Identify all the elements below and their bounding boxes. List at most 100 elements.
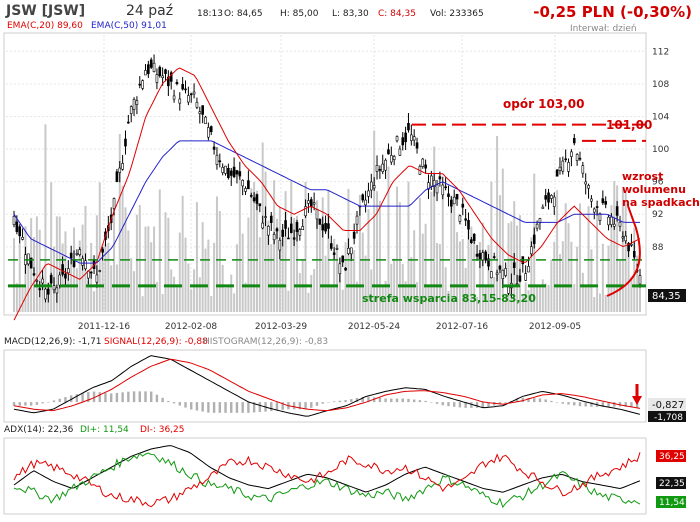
candle-body	[410, 134, 413, 141]
candle-body	[478, 252, 482, 261]
candle-body	[255, 194, 259, 204]
volume-bar	[436, 243, 439, 312]
volume-bar	[275, 218, 278, 312]
candle-body	[312, 202, 316, 205]
volume-bar	[213, 242, 216, 312]
volume-bar	[313, 269, 316, 312]
candle-body	[467, 219, 470, 230]
candle-body	[324, 223, 327, 232]
volume-bar	[610, 205, 613, 312]
macd-histogram-bar	[412, 399, 416, 403]
candle-body	[355, 215, 359, 225]
macd-legend: MACD(12,26,9): -1,71	[4, 337, 102, 347]
macd-histogram-bar	[567, 402, 570, 405]
candle-body	[21, 236, 24, 240]
macd-histogram-bar	[18, 402, 21, 406]
volume-bar	[544, 283, 547, 312]
di-plus-legend: DI+: 11,54	[80, 425, 129, 435]
volume-bar	[621, 188, 624, 312]
macd-histogram-bar	[69, 395, 73, 403]
volume-bar	[564, 203, 567, 312]
volume-bar	[93, 291, 96, 312]
volume-bar	[370, 269, 373, 312]
macd-histogram-bar	[521, 397, 525, 403]
volume-bar	[438, 244, 441, 312]
volume-bar	[330, 286, 333, 312]
macd-histogram-bar	[41, 402, 44, 404]
volume-bar	[190, 289, 193, 312]
macd-histogram-bar	[224, 402, 227, 413]
volume-bar	[493, 276, 496, 312]
candle-body	[490, 271, 493, 279]
candle-body	[198, 111, 202, 114]
macd-histogram-bar	[304, 402, 307, 410]
volume-bar	[138, 204, 141, 312]
volume-bar	[18, 243, 21, 312]
volume-bar	[55, 216, 58, 312]
candle-body	[127, 121, 130, 124]
volume-label: Vol: 233365	[430, 9, 484, 19]
macd-histogram-bar	[161, 397, 164, 403]
macd-histogram-bar	[533, 398, 536, 403]
macd-histogram-bar	[109, 393, 113, 403]
candle-body	[407, 122, 410, 131]
volume-bar	[224, 287, 227, 312]
volume-bar	[324, 255, 327, 312]
volume-bar	[558, 254, 561, 312]
macd-histogram-bar	[601, 402, 605, 408]
volume-bar	[441, 190, 444, 312]
candle-body	[367, 190, 370, 197]
volume-bar	[78, 240, 81, 312]
candle-body	[638, 275, 642, 285]
macd-histogram-bar	[121, 392, 124, 403]
macd-histogram-bar	[618, 402, 622, 407]
macd-histogram-bar	[87, 392, 90, 403]
candle-body	[387, 149, 390, 155]
volume-bar	[255, 190, 258, 312]
volume-bar	[104, 244, 107, 312]
candle-body	[187, 95, 190, 103]
macd-histogram-bar	[127, 391, 130, 403]
volume-bar	[567, 223, 570, 312]
candle-body	[604, 201, 607, 205]
candle-body	[44, 288, 47, 300]
candle-body	[78, 249, 82, 256]
price-panel-border	[3, 32, 647, 316]
candle-body	[232, 166, 236, 178]
volume-bar	[155, 281, 158, 312]
y-tick-label: 100	[652, 145, 669, 155]
volume-bar	[173, 276, 176, 312]
candle-body	[555, 169, 559, 177]
macd-histogram-bar	[52, 400, 56, 403]
candle-body	[258, 203, 262, 207]
candle-body	[530, 246, 533, 255]
candle-body	[209, 126, 213, 133]
candle-body	[327, 223, 330, 229]
volume-bar	[221, 264, 224, 312]
macd-histogram-bar	[504, 402, 507, 403]
time-label: 18:13	[197, 9, 223, 19]
volume-bar	[496, 136, 499, 312]
volume-bar	[353, 250, 356, 312]
volume-bar	[547, 284, 550, 312]
volume-bar	[596, 210, 599, 312]
macd-histogram-bar	[395, 398, 399, 403]
volume-bar	[247, 217, 250, 312]
candle-body	[615, 206, 619, 216]
ema50-line	[13, 140, 640, 264]
candle-body	[247, 180, 250, 190]
candle-body	[135, 100, 139, 105]
macd-histogram-bar	[401, 398, 404, 403]
volume-bar	[130, 258, 133, 312]
adx-legend: ADX(14): 22,36	[4, 425, 74, 435]
volume-bar	[401, 263, 404, 312]
volume-bar	[98, 182, 101, 312]
candle-body	[38, 288, 42, 291]
macd-histogram-bar	[92, 391, 96, 403]
macd-value-label: -0,827	[652, 400, 684, 411]
candle-body	[101, 248, 104, 253]
candle-body	[72, 260, 76, 267]
candle-body	[158, 66, 162, 77]
volume-bar	[264, 171, 267, 312]
resistance-label: opór 103,00	[503, 97, 584, 111]
